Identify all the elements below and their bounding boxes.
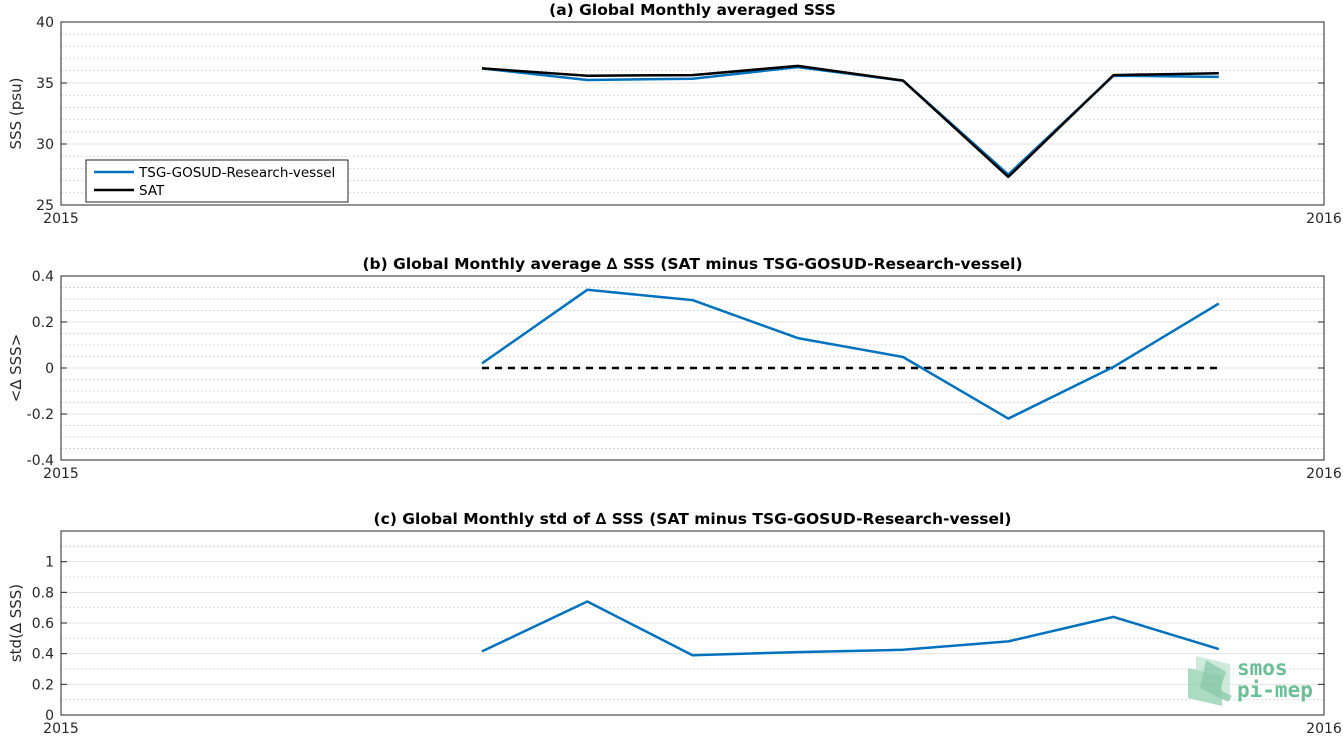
y-axis-label: std(∆ SSS) [7,584,25,662]
chart-panel-2: -0.4 -0.2 0 0.2 0.4 2015 2016 (b) Global Monthl… [7,255,1342,482]
logo-text-pi-mep: pi-mep [1237,678,1313,702]
y-tick-label: -0.4 [27,453,54,469]
x-tick-label: 2015 [43,721,79,736]
y-tick-label: 0 [45,708,54,724]
smos-pi-mep-logo: smos pi-mep [1188,656,1313,706]
chart-panel-3: 0 0.2 0.4 0.6 0.8 1 2015 2016 (c) Global Monthly… [7,510,1342,736]
legend-entry: SAT [139,183,165,199]
chart-panel-1: 25 30 35 40 2015 2016 (a) Global Monthly avera… [7,1,1342,227]
legend: TSG-GOSUD-Research-vessel SAT [85,159,349,203]
legend-box [85,159,349,203]
x-tick-label: 2016 [1306,211,1342,227]
series-line-sat [481,64,1219,179]
chart-title: (b) Global Monthly average ∆ SSS (SAT mi… [362,255,1022,273]
logo-text-smos: smos [1237,656,1288,680]
y-tick-label: 30 [36,137,54,153]
y-tick-label: 0.4 [32,269,54,285]
y-tick-label: 1 [45,555,54,571]
y-tick-label: 0.8 [32,585,54,601]
axes-box [60,21,1325,206]
y-tick-label: 0 [45,361,54,377]
y-tick-label: 0.4 [32,647,54,663]
x-tick-label: 2015 [43,466,79,482]
y-axis-label: <∆ SSS> [7,334,25,403]
y-tick-label: 0.2 [32,677,54,693]
logo-graphic [1188,656,1232,706]
x-tick-label: 2016 [1306,466,1342,482]
chart-title: (c) Global Monthly std of ∆ SSS (SAT min… [374,510,1012,528]
y-tick-label: 35 [36,76,54,92]
y-axis-label: SSS (psu) [7,78,25,150]
legend-entry: TSG-GOSUD-Research-vessel [138,165,335,181]
y-tick-label: 40 [36,15,54,31]
series-line-2-1 [481,288,1220,420]
y-tick-label: -0.2 [27,407,54,423]
y-tick-label: 25 [36,198,54,214]
x-tick-label: 2016 [1306,721,1342,736]
chart-title: (a) Global Monthly averaged SSS [549,1,836,19]
y-tick-label: 0.2 [32,315,54,331]
series-line-3-1 [481,600,1220,657]
x-tick-label: 2015 [43,211,79,227]
y-tick-label: 0.6 [32,616,54,632]
